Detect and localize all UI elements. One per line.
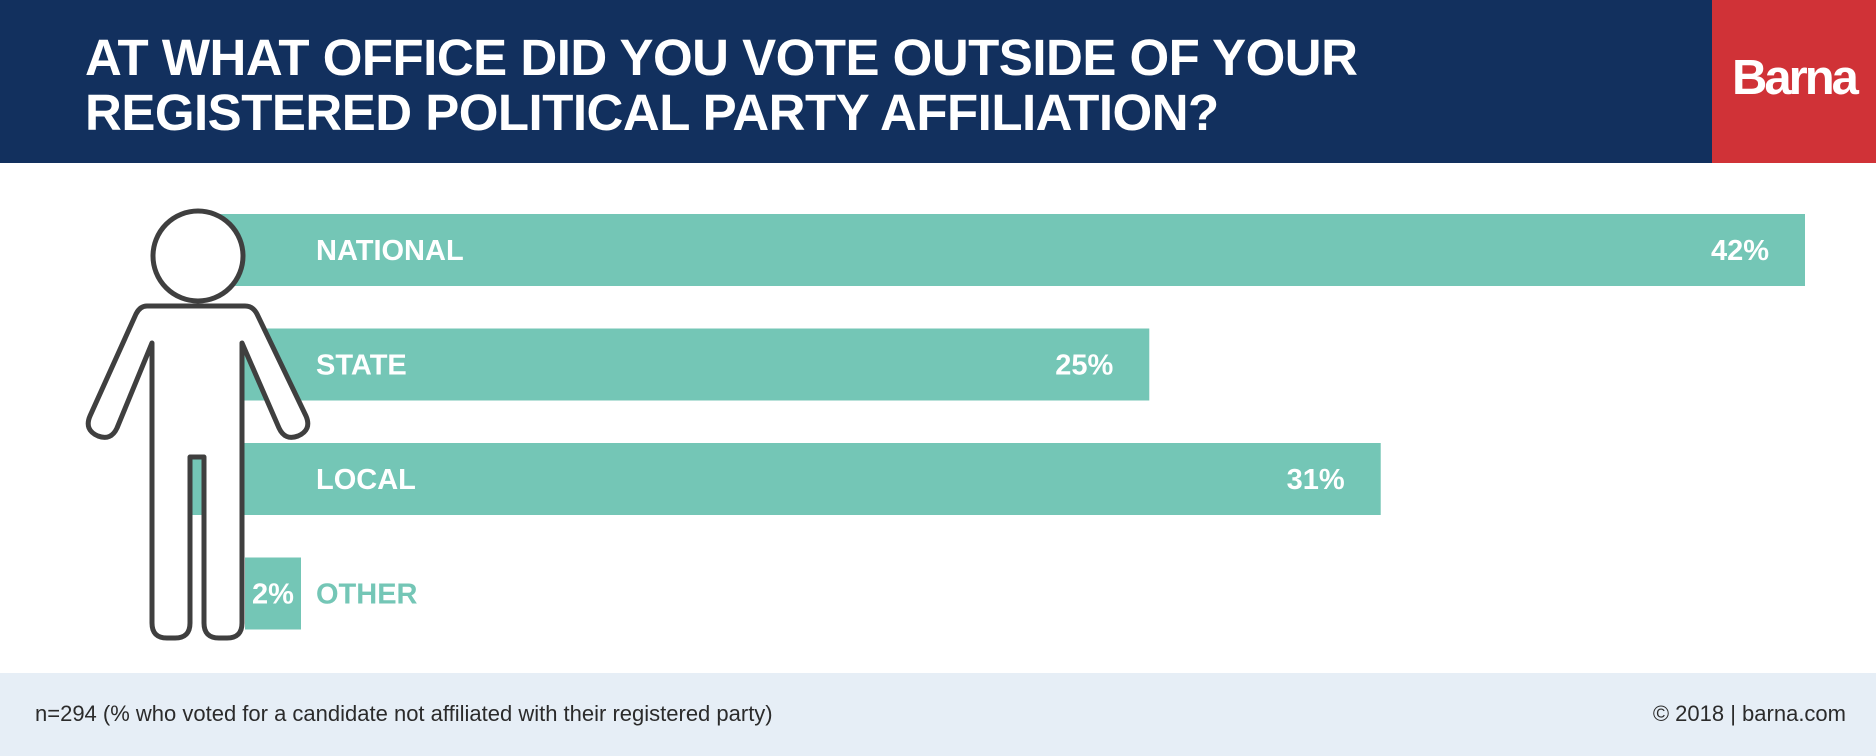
value-label-state: 25% <box>1055 350 1113 382</box>
header-bar: AT WHAT OFFICE DID YOU VOTE OUTSIDE OF Y… <box>0 0 1712 163</box>
category-label-other: OTHER <box>316 579 418 611</box>
sample-note: n=294 (% who voted for a candidate not a… <box>35 701 773 726</box>
chart-area: NATIONAL 42% STATE 25% LOCAL 31% OTHER 2% <box>0 163 1876 673</box>
bar-local <box>185 443 1381 515</box>
category-label-national: NATIONAL <box>316 235 464 267</box>
copyright-credit: © 2018 | barna.com <box>1652 701 1846 726</box>
title-line-2: REGISTERED POLITICAL PARTY AFFILIATION? <box>85 84 1219 141</box>
barna-logo: Barna <box>1712 0 1876 163</box>
value-label-national: 42% <box>1711 235 1769 267</box>
footer-bar: n=294 (% who voted for a candidate not a… <box>0 673 1876 756</box>
value-label-local: 31% <box>1287 464 1345 496</box>
bars-layer <box>185 214 1805 630</box>
bar-chart: NATIONAL 42% STATE 25% LOCAL 31% OTHER 2% <box>85 208 1805 641</box>
title-line-1: AT WHAT OFFICE DID YOU VOTE OUTSIDE OF Y… <box>85 29 1358 86</box>
labels-layer: NATIONAL 42% STATE 25% LOCAL 31% OTHER 2% <box>252 235 1769 611</box>
category-label-state: STATE <box>316 350 407 382</box>
chart-title: AT WHAT OFFICE DID YOU VOTE OUTSIDE OF Y… <box>85 30 1585 140</box>
bar-state <box>185 328 1150 401</box>
bar-national <box>185 214 1805 286</box>
category-label-local: LOCAL <box>316 464 416 496</box>
person-outline-icon <box>85 208 311 641</box>
logo-text: Barna <box>1732 51 1859 105</box>
bar-other <box>245 557 301 630</box>
value-label-other: 2% <box>252 579 294 611</box>
